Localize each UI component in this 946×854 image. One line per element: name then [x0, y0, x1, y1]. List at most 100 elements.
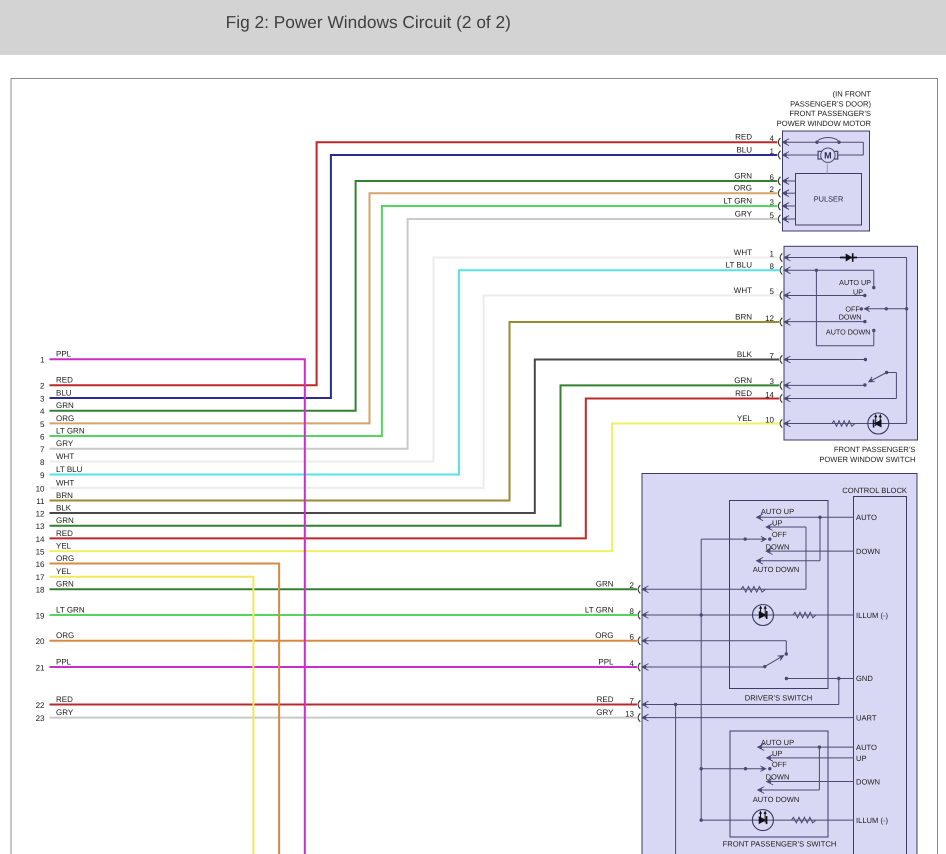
svg-text:2: 2 — [630, 581, 635, 590]
svg-text:5: 5 — [770, 211, 775, 220]
svg-text:LT GRN: LT GRN — [56, 426, 85, 435]
svg-text:FRONT PASSENGER’S: FRONT PASSENGER’S — [789, 109, 871, 118]
svg-text:1: 1 — [770, 249, 775, 258]
svg-text:22: 22 — [36, 701, 45, 710]
svg-text:ILLUM (-): ILLUM (-) — [856, 816, 889, 825]
svg-text:13: 13 — [625, 709, 634, 718]
svg-text:BRN: BRN — [735, 312, 752, 321]
svg-text:FRONT PASSENGER’S: FRONT PASSENGER’S — [834, 445, 916, 454]
svg-text:UP: UP — [853, 287, 863, 296]
svg-text:YEL: YEL — [56, 567, 72, 576]
svg-text:RED: RED — [56, 529, 73, 538]
svg-text:ILLUM (-): ILLUM (-) — [856, 611, 889, 620]
svg-text:8: 8 — [770, 262, 775, 271]
svg-text:UP: UP — [856, 754, 867, 763]
svg-text:AUTO UP: AUTO UP — [761, 507, 794, 516]
svg-text:14: 14 — [36, 535, 45, 544]
svg-text:19: 19 — [36, 611, 45, 620]
svg-text:BRN: BRN — [56, 491, 73, 500]
svg-text:16: 16 — [36, 560, 45, 569]
svg-text:LT GRN: LT GRN — [585, 605, 614, 614]
svg-text:FRONT PASSENGER’S SWITCH: FRONT PASSENGER’S SWITCH — [723, 840, 837, 849]
svg-text:7: 7 — [770, 351, 775, 360]
svg-text:13: 13 — [36, 522, 45, 531]
svg-text:15: 15 — [36, 548, 45, 557]
svg-text:GRN: GRN — [56, 516, 74, 525]
svg-text:WHT: WHT — [56, 452, 74, 461]
svg-text:AUTO: AUTO — [856, 513, 877, 522]
svg-text:YEL: YEL — [56, 542, 72, 551]
svg-text:ORG: ORG — [734, 184, 752, 193]
svg-text:(IN FRONT: (IN FRONT — [833, 90, 872, 99]
svg-text:5: 5 — [40, 420, 45, 429]
svg-text:OFF: OFF — [845, 304, 860, 313]
svg-text:PPL: PPL — [56, 657, 72, 666]
svg-text:RED: RED — [56, 695, 73, 704]
svg-text:PULSER: PULSER — [814, 195, 844, 204]
svg-text:UP: UP — [772, 519, 782, 528]
svg-text:21: 21 — [36, 663, 45, 672]
svg-text:RED: RED — [735, 133, 752, 142]
svg-text:10: 10 — [765, 415, 774, 424]
svg-text:11: 11 — [36, 497, 45, 506]
svg-text:ORG: ORG — [56, 631, 74, 640]
svg-text:10: 10 — [36, 484, 45, 493]
svg-text:LT GRN: LT GRN — [56, 605, 85, 614]
svg-text:6: 6 — [40, 432, 45, 441]
svg-text:12: 12 — [36, 509, 45, 518]
svg-text:23: 23 — [36, 714, 45, 723]
svg-text:CONTROL BLOCK: CONTROL BLOCK — [842, 486, 907, 495]
svg-text:GRY: GRY — [735, 209, 753, 218]
svg-text:GRN: GRN — [596, 580, 614, 589]
svg-text:PASSENGER’S DOOR): PASSENGER’S DOOR) — [790, 99, 871, 108]
svg-text:BLU: BLU — [56, 388, 72, 397]
svg-text:AUTO DOWN: AUTO DOWN — [753, 795, 800, 804]
svg-text:ORG: ORG — [56, 414, 74, 423]
svg-text:BLU: BLU — [736, 145, 752, 154]
svg-text:AUTO: AUTO — [856, 743, 877, 752]
svg-text:OFF: OFF — [772, 760, 787, 769]
svg-text:7: 7 — [40, 445, 45, 454]
svg-text:UP: UP — [772, 749, 782, 758]
svg-text:1: 1 — [40, 356, 45, 365]
svg-text:PPL: PPL — [56, 350, 72, 359]
svg-text:RED: RED — [597, 695, 614, 704]
svg-text:LT BLU: LT BLU — [56, 465, 83, 474]
svg-text:OFF: OFF — [772, 530, 787, 539]
svg-text:ORG: ORG — [595, 631, 613, 640]
svg-text:DOWN: DOWN — [856, 778, 880, 787]
svg-text:DOWN: DOWN — [856, 547, 880, 556]
svg-text:GRN: GRN — [56, 401, 74, 410]
svg-text:BLK: BLK — [737, 350, 753, 359]
svg-text:3: 3 — [770, 377, 775, 386]
svg-text:GRN: GRN — [734, 171, 752, 180]
svg-text:AUTO DOWN: AUTO DOWN — [753, 565, 800, 574]
svg-text:GRY: GRY — [596, 708, 614, 717]
svg-text:WHT: WHT — [734, 248, 752, 257]
svg-text:6: 6 — [770, 173, 775, 182]
svg-text:18: 18 — [36, 586, 45, 595]
svg-text:GRN: GRN — [56, 580, 74, 589]
svg-text:BLK: BLK — [56, 503, 72, 512]
svg-text:ORG: ORG — [56, 554, 74, 563]
svg-text:POWER WINDOW MOTOR: POWER WINDOW MOTOR — [777, 119, 872, 128]
svg-text:GND: GND — [856, 674, 873, 683]
svg-text:7: 7 — [630, 696, 635, 705]
svg-text:LT BLU: LT BLU — [726, 261, 753, 270]
svg-text:4: 4 — [40, 407, 45, 416]
svg-text:DRIVER’S SWITCH: DRIVER’S SWITCH — [745, 694, 813, 703]
svg-text:2: 2 — [40, 382, 45, 391]
svg-text:YEL: YEL — [737, 414, 753, 423]
svg-text:GRN: GRN — [734, 376, 752, 385]
svg-text:WHT: WHT — [56, 478, 74, 487]
svg-text:3: 3 — [40, 394, 45, 403]
svg-text:DOWN: DOWN — [766, 542, 790, 551]
svg-text:DOWN: DOWN — [839, 312, 862, 321]
svg-text:8: 8 — [630, 607, 635, 616]
svg-text:PPL: PPL — [598, 657, 614, 666]
svg-text:17: 17 — [36, 573, 45, 582]
svg-text:RED: RED — [56, 376, 73, 385]
svg-text:UART: UART — [856, 714, 877, 723]
svg-text:WHT: WHT — [734, 286, 752, 295]
svg-text:M: M — [824, 151, 832, 161]
